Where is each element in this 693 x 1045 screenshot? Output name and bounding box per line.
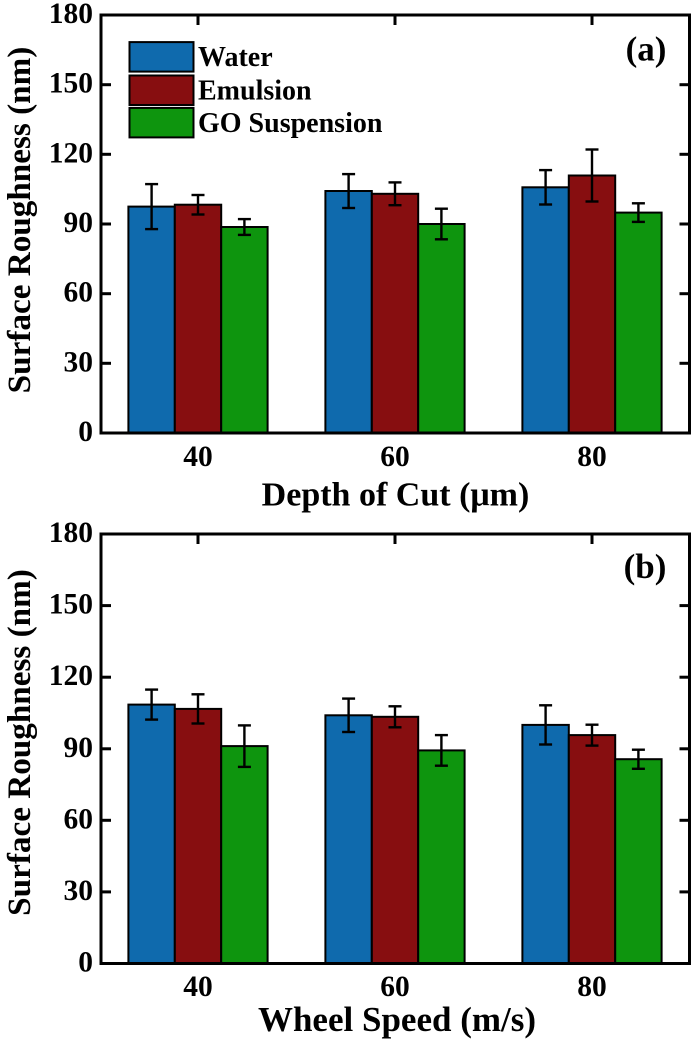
svg-text:60: 60 xyxy=(380,971,410,1003)
svg-text:120: 120 xyxy=(49,660,93,692)
svg-text:60: 60 xyxy=(380,441,410,473)
svg-text:Wheel Speed (m/s): Wheel Speed (m/s) xyxy=(258,1000,536,1039)
svg-text:60: 60 xyxy=(64,803,94,835)
svg-text:GO Suspension: GO Suspension xyxy=(198,108,383,139)
svg-text:180: 180 xyxy=(49,517,93,549)
svg-text:Emulsion: Emulsion xyxy=(198,76,312,107)
svg-text:(a): (a) xyxy=(626,30,667,69)
svg-text:Surface Roughness (nm): Surface Roughness (nm) xyxy=(1,569,38,916)
svg-text:150: 150 xyxy=(49,589,93,621)
svg-text:40: 40 xyxy=(183,441,213,473)
svg-text:80: 80 xyxy=(577,441,607,473)
svg-text:40: 40 xyxy=(183,971,213,1003)
svg-text:30: 30 xyxy=(64,346,94,378)
svg-text:Surface Roughness (nm): Surface Roughness (nm) xyxy=(1,47,38,394)
svg-text:80: 80 xyxy=(577,971,607,1003)
svg-text:Depth of Cut (μm): Depth of Cut (μm) xyxy=(262,477,530,514)
svg-text:90: 90 xyxy=(64,207,94,239)
svg-text:(b): (b) xyxy=(624,547,667,586)
svg-text:Water: Water xyxy=(198,42,273,73)
svg-text:180: 180 xyxy=(49,0,93,30)
svg-text:60: 60 xyxy=(64,277,94,309)
svg-text:90: 90 xyxy=(64,732,94,764)
svg-text:120: 120 xyxy=(49,137,93,169)
svg-text:0: 0 xyxy=(78,947,93,979)
svg-text:150: 150 xyxy=(49,68,93,100)
svg-text:30: 30 xyxy=(64,875,94,907)
svg-text:0: 0 xyxy=(78,416,93,448)
